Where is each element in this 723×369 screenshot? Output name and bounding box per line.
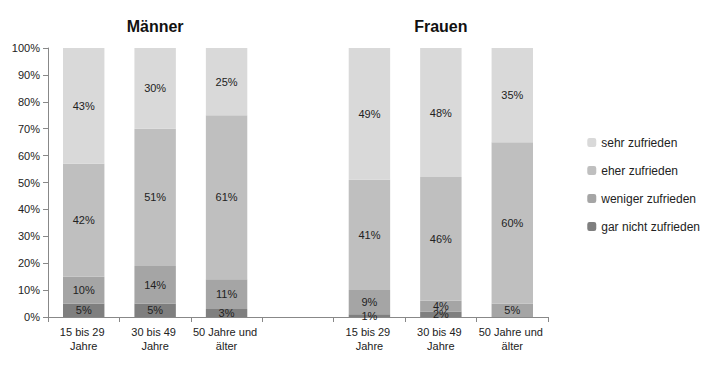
svg-text:Frauen: Frauen — [414, 18, 467, 35]
svg-text:sehr zufrieden: sehr zufrieden — [601, 136, 677, 150]
svg-text:5%: 5% — [147, 304, 163, 316]
svg-text:30%: 30% — [18, 230, 40, 242]
svg-text:20%: 20% — [18, 257, 40, 269]
svg-text:5%: 5% — [76, 304, 92, 316]
svg-text:gar nicht zufrieden: gar nicht zufrieden — [601, 220, 700, 234]
svg-text:50 Jahre und: 50 Jahre und — [479, 326, 546, 338]
svg-text:49%: 49% — [358, 108, 380, 120]
svg-text:0%: 0% — [24, 311, 40, 323]
svg-text:30 bis 49: 30 bis 49 — [131, 326, 179, 338]
svg-text:30%: 30% — [144, 82, 166, 94]
svg-text:älter: älter — [216, 340, 238, 352]
svg-text:42%: 42% — [73, 214, 95, 226]
svg-text:Jahre: Jahre — [356, 340, 384, 352]
svg-text:46%: 46% — [430, 233, 452, 245]
svg-text:35%: 35% — [501, 89, 523, 101]
svg-text:48%: 48% — [430, 107, 452, 119]
svg-text:5%: 5% — [504, 304, 520, 316]
svg-text:Jahre: Jahre — [70, 340, 98, 352]
svg-text:51%: 51% — [144, 191, 166, 203]
svg-text:50%: 50% — [18, 177, 40, 189]
svg-text:4%: 4% — [433, 300, 449, 312]
svg-text:61%: 61% — [216, 191, 238, 203]
svg-text:Jahre: Jahre — [141, 340, 169, 352]
svg-text:Jahre: Jahre — [427, 340, 455, 352]
svg-text:9%: 9% — [361, 296, 377, 308]
svg-text:60%: 60% — [18, 150, 40, 162]
svg-text:30 bis 49: 30 bis 49 — [417, 326, 465, 338]
svg-text:50 Jahre und: 50 Jahre und — [193, 326, 260, 338]
svg-text:14%: 14% — [144, 279, 166, 291]
svg-text:10%: 10% — [73, 284, 95, 296]
svg-text:60%: 60% — [501, 217, 523, 229]
svg-text:11%: 11% — [216, 288, 237, 300]
svg-text:70%: 70% — [18, 123, 40, 135]
svg-text:25%: 25% — [216, 76, 238, 88]
svg-text:10%: 10% — [18, 284, 40, 296]
svg-text:3%: 3% — [219, 307, 235, 319]
svg-text:80%: 80% — [18, 96, 40, 108]
svg-text:15 bis 29: 15 bis 29 — [60, 326, 108, 338]
svg-text:43%: 43% — [73, 100, 95, 112]
svg-text:Männer: Männer — [127, 18, 184, 35]
svg-text:15 bis 29: 15 bis 29 — [346, 326, 394, 338]
svg-text:1%: 1% — [361, 310, 377, 322]
svg-text:älter: älter — [502, 340, 524, 352]
svg-text:100%: 100% — [12, 42, 40, 54]
svg-text:90%: 90% — [18, 69, 40, 81]
svg-text:weniger zufrieden: weniger zufrieden — [600, 192, 696, 206]
svg-text:eher zufrieden: eher zufrieden — [601, 164, 678, 178]
svg-text:40%: 40% — [18, 203, 40, 215]
svg-text:2%: 2% — [432, 308, 449, 321]
svg-text:41%: 41% — [358, 229, 380, 241]
